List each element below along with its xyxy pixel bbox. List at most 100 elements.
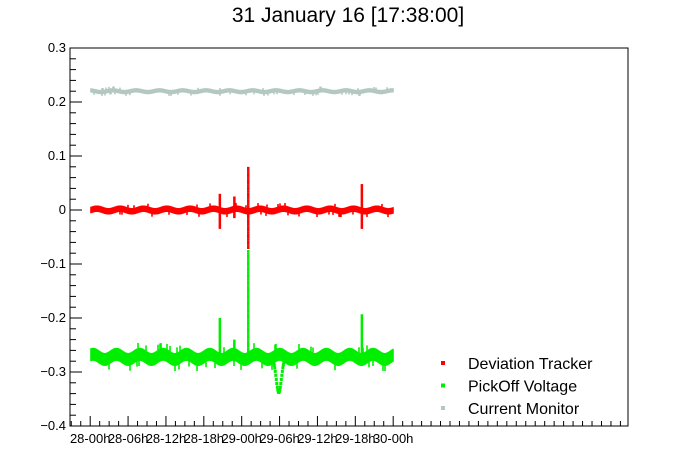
data-point bbox=[174, 352, 176, 372]
data-point bbox=[113, 206, 115, 214]
data-point bbox=[293, 88, 295, 95]
data-point bbox=[327, 88, 329, 94]
data-point bbox=[368, 207, 370, 214]
data-point bbox=[247, 360, 250, 363]
data-point bbox=[198, 352, 200, 366]
data-point bbox=[345, 349, 347, 362]
data-point bbox=[282, 205, 284, 212]
data-point bbox=[247, 265, 250, 268]
data-point bbox=[318, 351, 320, 365]
data-point bbox=[105, 352, 107, 366]
data-point bbox=[279, 377, 283, 381]
data-point bbox=[169, 205, 171, 213]
data-point bbox=[238, 205, 240, 213]
data-point bbox=[315, 352, 317, 366]
data-point bbox=[208, 206, 210, 213]
data-point bbox=[302, 88, 304, 93]
data-point bbox=[373, 205, 375, 213]
data-point bbox=[247, 312, 250, 315]
data-point bbox=[140, 347, 142, 361]
data-point bbox=[228, 349, 230, 363]
data-point bbox=[129, 352, 131, 371]
data-point bbox=[358, 206, 360, 214]
data-point bbox=[150, 207, 152, 214]
data-point bbox=[177, 208, 179, 215]
data-point bbox=[351, 348, 353, 362]
data-point bbox=[298, 88, 300, 93]
data-point bbox=[179, 345, 181, 364]
data-point bbox=[287, 89, 289, 95]
data-point bbox=[214, 89, 216, 95]
data-point bbox=[391, 207, 393, 214]
data-point bbox=[205, 207, 207, 214]
data-point bbox=[247, 238, 250, 241]
x-tick-label: 28-00h bbox=[70, 431, 110, 446]
data-point bbox=[257, 203, 259, 213]
data-point bbox=[227, 88, 229, 93]
data-point bbox=[339, 352, 341, 366]
data-point bbox=[250, 207, 252, 215]
data-point bbox=[104, 89, 106, 96]
data-point bbox=[229, 207, 231, 214]
data-point bbox=[247, 192, 250, 195]
data-point bbox=[273, 207, 275, 215]
data-point bbox=[329, 205, 331, 212]
data-point bbox=[190, 89, 192, 96]
data-point bbox=[382, 89, 384, 95]
data-point bbox=[160, 206, 162, 214]
data-point bbox=[275, 88, 277, 93]
data-point bbox=[379, 351, 381, 365]
data-point bbox=[281, 348, 283, 362]
data-point bbox=[313, 352, 315, 366]
data-point bbox=[347, 88, 349, 93]
data-point bbox=[111, 349, 113, 363]
data-point bbox=[222, 207, 224, 215]
data-point bbox=[247, 177, 250, 180]
data-point bbox=[255, 347, 257, 361]
data-point bbox=[233, 196, 236, 219]
data-point bbox=[290, 207, 292, 214]
data-point bbox=[317, 88, 319, 95]
data-point bbox=[157, 207, 159, 215]
data-point bbox=[301, 347, 303, 361]
data-point bbox=[127, 352, 129, 366]
data-point bbox=[144, 89, 146, 95]
data-point bbox=[348, 206, 350, 213]
data-point bbox=[239, 89, 241, 95]
data-point bbox=[192, 350, 194, 364]
data-point bbox=[367, 88, 369, 93]
data-point bbox=[182, 348, 184, 362]
data-point bbox=[326, 88, 328, 94]
data-point bbox=[247, 233, 250, 237]
data-point bbox=[175, 352, 177, 366]
data-point bbox=[190, 349, 192, 363]
data-point bbox=[369, 88, 371, 93]
data-point bbox=[216, 206, 218, 213]
data-point bbox=[246, 207, 248, 215]
data-point bbox=[350, 88, 352, 94]
data-point bbox=[313, 207, 315, 214]
data-point bbox=[223, 88, 225, 94]
data-point bbox=[368, 349, 370, 368]
data-point bbox=[102, 352, 104, 366]
data-point bbox=[378, 205, 380, 213]
data-point bbox=[225, 208, 227, 215]
data-point bbox=[161, 347, 163, 361]
data-point bbox=[384, 89, 386, 94]
data-point bbox=[114, 348, 116, 361]
data-point bbox=[243, 89, 245, 94]
data-point bbox=[247, 286, 250, 289]
data-point bbox=[268, 89, 270, 94]
data-point bbox=[217, 351, 219, 365]
data-point bbox=[343, 350, 345, 364]
data-point bbox=[247, 173, 250, 176]
data-point bbox=[314, 352, 316, 366]
data-point bbox=[247, 347, 250, 350]
data-point bbox=[247, 229, 250, 232]
data-point bbox=[149, 206, 151, 214]
data-point bbox=[153, 88, 155, 94]
data-point bbox=[262, 205, 264, 213]
data-point bbox=[205, 349, 207, 368]
data-point bbox=[247, 284, 250, 287]
data-point bbox=[366, 207, 368, 217]
